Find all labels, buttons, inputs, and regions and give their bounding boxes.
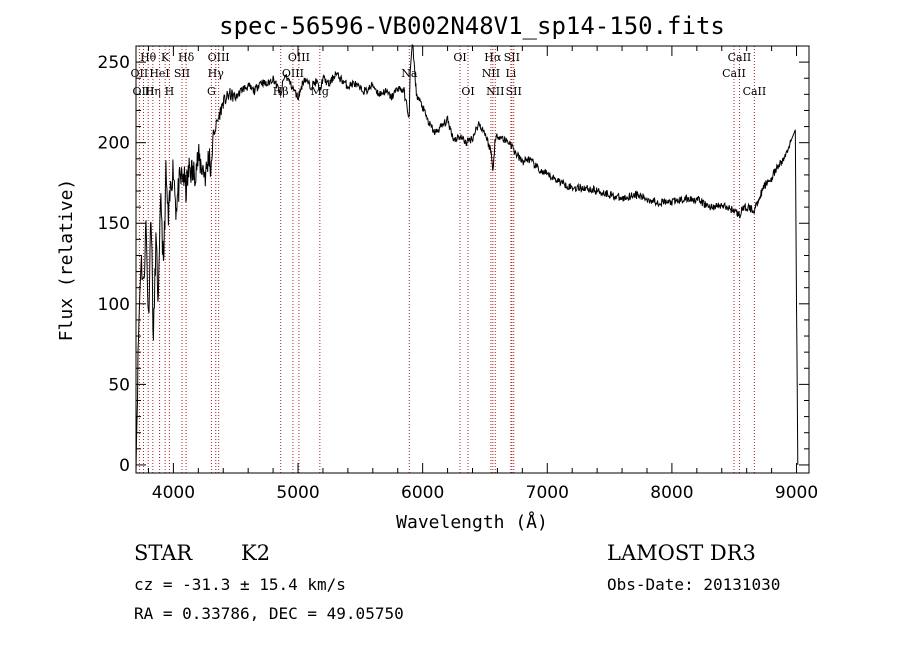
chart-title: spec-56596-VB002N48V1_sp14-150.fits: [219, 12, 725, 40]
y-tick-label: 50: [108, 375, 130, 395]
emission-line-label: Mg: [311, 85, 329, 98]
object-class: STAR: [134, 541, 193, 565]
emission-line-label: OI: [461, 85, 474, 98]
emission-line-label: CaII: [728, 51, 752, 64]
emission-line-label: Hγ: [208, 67, 225, 80]
x-tick-label: 7000: [526, 483, 569, 503]
emission-line-label: SII: [506, 85, 522, 98]
y-tick-label: 100: [98, 295, 130, 315]
x-tick-label: 9000: [775, 483, 818, 503]
plot-frame: [135, 45, 810, 474]
emission-line-label: OI: [453, 51, 466, 64]
emission-line-label: Hη: [145, 85, 161, 98]
emission-line-label: H: [165, 85, 175, 98]
emission-line-label: Hθ: [140, 51, 157, 64]
emission-line-label: NII: [482, 67, 500, 80]
y-tick-label: 200: [98, 134, 130, 154]
emission-line-label: CaII: [743, 85, 767, 98]
x-tick-label: 4000: [152, 483, 195, 503]
x-tick-label: 5000: [276, 483, 319, 503]
y-tick-label: 250: [98, 53, 130, 73]
y-tick-label: 0: [119, 456, 130, 476]
emission-line-label: CaII: [722, 67, 746, 80]
x-tick-label: 6000: [401, 483, 444, 503]
emission-line-label: SII: [174, 67, 190, 80]
emission-line-label: OIII: [288, 51, 310, 64]
emission-line-label: OIII: [208, 51, 230, 64]
redshift-readout: cz = -31.3 ± 15.4 km/s: [134, 575, 346, 594]
emission-line-label: NII: [486, 85, 504, 98]
x-tick-label: 8000: [650, 483, 693, 503]
emission-line-label: Na: [401, 67, 418, 80]
emission-line-label: Hα: [484, 51, 502, 64]
series-layer: [135, 44, 799, 474]
x-axis-title: Wavelength (Å): [396, 511, 548, 533]
obs-date: Obs-Date: 20131030: [607, 575, 780, 594]
spectrum-line: [135, 44, 799, 474]
axis-ticks: 4000 5000 6000 7000 8000 9000 0 50 100 150 200 250: [98, 46, 818, 503]
y-tick-label: 150: [98, 214, 130, 234]
emission-line-label: Li: [505, 67, 516, 80]
emission-line-label: Hδ: [178, 51, 195, 64]
coordinates-readout: RA = 0.33786, DEC = 49.05750: [134, 604, 404, 623]
emission-line-label: OIII: [282, 67, 304, 80]
y-axis-title: Flux (relative): [56, 179, 77, 342]
emission-line-label: G: [207, 85, 216, 98]
emission-line-label: HeI: [149, 67, 169, 80]
subclass: K2: [241, 541, 270, 565]
survey-name: LAMOST DR3: [607, 541, 756, 565]
emission-line-label: K: [161, 51, 170, 64]
emission-line-label: SII: [504, 51, 520, 64]
